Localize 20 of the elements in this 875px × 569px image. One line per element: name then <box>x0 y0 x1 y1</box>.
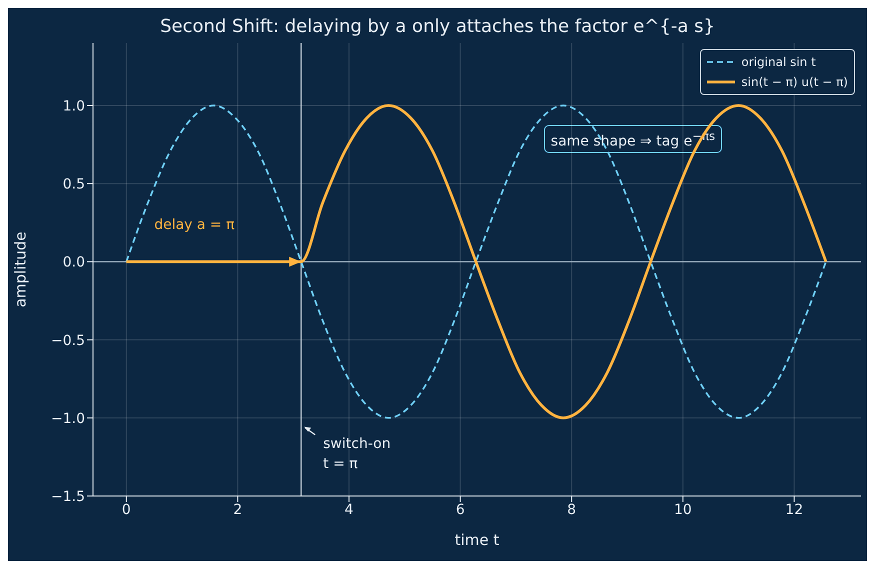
x-tick-label: 10 <box>674 502 692 518</box>
legend-label: sin(t − π) u(t − π) <box>741 74 848 91</box>
x-tick-label: 0 <box>122 502 131 518</box>
x-tick-label: 12 <box>785 502 804 518</box>
x-tick-label: 6 <box>456 502 465 518</box>
annotation: delay a = π <box>154 217 235 234</box>
y-tick-label: 0.5 <box>62 176 85 193</box>
y-tick-label: −0.5 <box>51 332 85 349</box>
y-tick-label: −1.5 <box>51 488 85 505</box>
x-tick-label: 2 <box>233 502 242 518</box>
chart-title: Second Shift: delaying by a only attaches the factor e^{-a s} <box>159 16 716 37</box>
legend-label: original sin t <box>741 54 816 71</box>
y-axis-title: amplitude <box>11 232 30 308</box>
y-tick-label: 1.0 <box>62 98 85 114</box>
x-tick-label: 8 <box>567 502 576 518</box>
y-tick-label: 0.0 <box>62 254 85 271</box>
y-tick-label: −1.0 <box>51 410 85 427</box>
x-axis-title: time t <box>454 531 500 549</box>
annotation: switch-on t = π <box>323 434 391 474</box>
x-tick-label: 4 <box>344 502 354 518</box>
